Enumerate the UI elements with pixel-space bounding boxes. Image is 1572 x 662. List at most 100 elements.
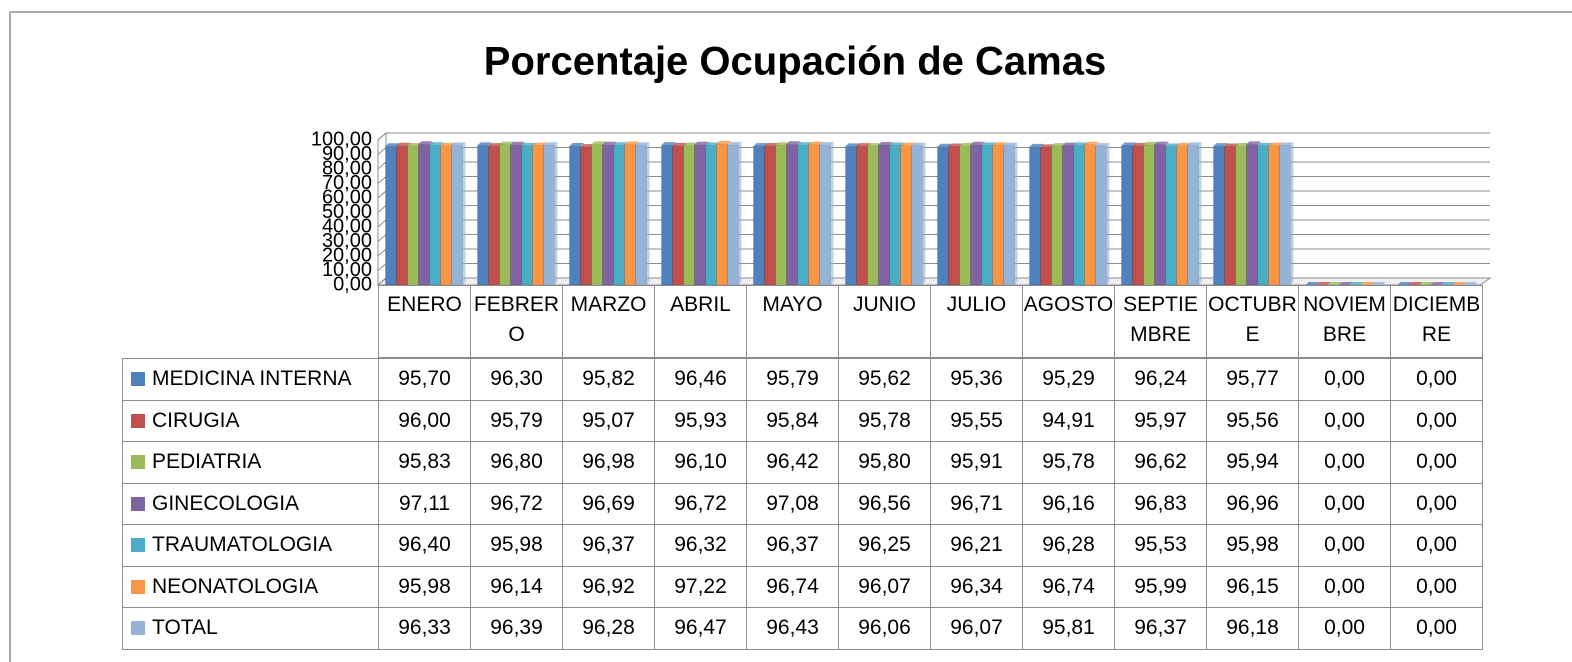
bar-front	[878, 144, 890, 286]
data-label: 0,00	[1390, 607, 1483, 650]
bar-top	[1371, 282, 1386, 285]
bar-side	[830, 142, 834, 285]
bar-front	[845, 146, 857, 286]
data-label: 96,15	[1206, 565, 1299, 608]
bar	[1463, 282, 1478, 285]
data-label: 95,83	[378, 441, 471, 484]
bar-top	[981, 142, 996, 146]
bar	[1338, 282, 1353, 285]
bar-front	[624, 144, 636, 286]
bar-top	[797, 142, 812, 146]
bar-top	[1051, 143, 1066, 147]
bar-front	[661, 144, 673, 286]
bar-top	[683, 142, 698, 146]
data-label: 96,07	[838, 565, 931, 608]
data-label: 95,77	[1206, 358, 1299, 401]
legend-label: GINECOLOGIA	[152, 491, 300, 515]
legend-entry: PEDIATRIA	[122, 441, 379, 484]
data-label: 96,18	[1206, 607, 1299, 650]
bar-top	[970, 141, 985, 145]
bar-top	[867, 143, 882, 147]
bar-top	[1095, 143, 1110, 147]
data-label: 96,47	[654, 607, 747, 650]
legend-swatch	[131, 621, 145, 636]
bar-front	[992, 145, 1004, 286]
data-label: 0,00	[1298, 358, 1391, 401]
bar-front	[1121, 145, 1133, 286]
data-label: 95,98	[378, 565, 471, 608]
bar-front	[775, 144, 787, 286]
bar	[1187, 142, 1202, 286]
bar-top	[753, 143, 768, 147]
data-label: 96,69	[562, 482, 655, 525]
data-label: 0,00	[1390, 524, 1483, 567]
data-label: 0,00	[1298, 524, 1391, 567]
data-label: 96,40	[378, 524, 471, 567]
data-label: 96,00	[378, 399, 471, 442]
bar	[635, 142, 650, 286]
bar-top	[580, 144, 595, 148]
data-label: 95,82	[562, 358, 655, 401]
data-label: 0,00	[1298, 399, 1391, 442]
bar-top	[1360, 282, 1375, 285]
data-label: 95,36	[930, 358, 1023, 401]
data-label: 96,62	[1114, 441, 1207, 484]
legend-entry: TOTAL	[122, 607, 379, 650]
bar-top	[878, 141, 893, 145]
bar-top	[1073, 142, 1088, 146]
bar-top	[672, 142, 687, 146]
data-label: 96,43	[746, 607, 839, 650]
data-label: 97,11	[378, 482, 471, 525]
data-label: 96,72	[654, 482, 747, 525]
bar-top	[510, 141, 525, 145]
data-label: 97,22	[654, 565, 747, 608]
data-label: 0,00	[1390, 441, 1483, 484]
bar-front	[716, 143, 728, 286]
bar-front	[1257, 145, 1269, 286]
bar	[1095, 143, 1110, 286]
bar-top	[407, 143, 422, 147]
legend-swatch	[131, 496, 145, 511]
bar-top	[705, 142, 720, 146]
y-tick-label: 60,00	[322, 186, 372, 208]
data-label: 0,00	[1298, 565, 1391, 608]
bar-front	[396, 145, 408, 286]
bar-top	[948, 143, 963, 147]
bar-top	[856, 143, 871, 147]
bar-top	[499, 141, 514, 145]
bar-front	[1051, 145, 1063, 286]
data-label: 96,72	[470, 482, 563, 525]
data-label: 96,39	[470, 607, 563, 650]
bar-top	[1165, 143, 1180, 147]
data-label: 96,14	[470, 565, 563, 608]
bar-front	[1073, 145, 1085, 286]
bar-front	[488, 145, 500, 286]
bar-front	[1132, 145, 1144, 286]
legend-label: PEDIATRIA	[152, 450, 262, 474]
data-label: 95,80	[838, 441, 931, 484]
data-label: 96,98	[562, 441, 655, 484]
bar-front	[1213, 145, 1225, 286]
bar-top	[1062, 142, 1077, 146]
chart-title: Porcentaje Ocupación de Camas	[484, 40, 1106, 84]
bar-top	[451, 142, 466, 146]
legend-label: TOTAL	[152, 616, 218, 640]
bar-front	[1187, 145, 1199, 286]
bar-top	[1257, 142, 1272, 146]
data-label: 95,93	[654, 399, 747, 442]
data-label: 95,94	[1206, 441, 1299, 484]
bar-top	[1154, 141, 1169, 145]
bar-top	[613, 142, 628, 146]
bar-top	[786, 141, 801, 145]
bar-top	[889, 142, 904, 146]
bar	[911, 142, 926, 286]
bar-front	[580, 146, 592, 286]
bar-front	[1268, 145, 1280, 286]
legend-label: TRAUMATOLOGIA	[152, 533, 333, 557]
bar-front	[1040, 147, 1052, 286]
bar-top	[819, 142, 834, 146]
bar-top	[959, 142, 974, 146]
bar	[1408, 282, 1423, 285]
bar	[1360, 282, 1375, 285]
data-label: 95,55	[930, 399, 1023, 442]
